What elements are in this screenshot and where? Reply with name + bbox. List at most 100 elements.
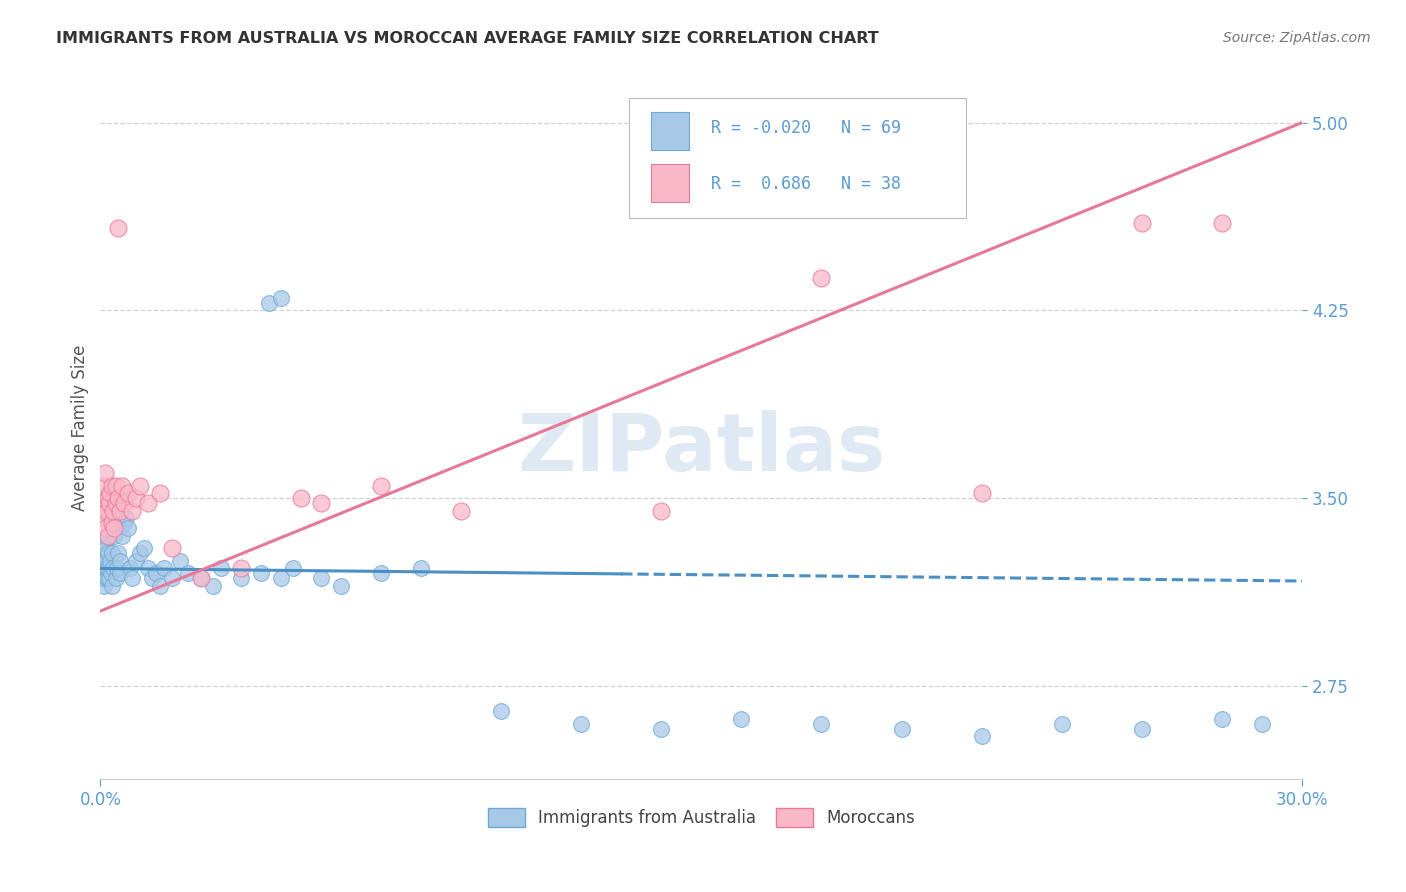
Point (190, 572, 212, 586)
Point (101, 561, 124, 575)
Point (94, 536, 117, 550)
Point (108, 566, 131, 581)
FancyBboxPatch shape (628, 98, 966, 218)
Point (1130, 722, 1153, 736)
Point (100, 516, 122, 531)
Point (970, 729, 993, 743)
Y-axis label: Average Family Size: Average Family Size (72, 345, 89, 511)
Point (111, 479, 134, 493)
Point (141, 572, 163, 586)
Point (105, 561, 128, 575)
Point (138, 496, 160, 510)
Point (810, 716, 832, 731)
Point (100, 566, 122, 581)
Point (569, 716, 592, 731)
Point (94, 566, 117, 581)
Point (810, 271, 832, 285)
Point (129, 546, 152, 560)
Point (730, 712, 752, 726)
Point (91, 504, 114, 518)
Point (105, 516, 128, 531)
Point (145, 566, 167, 581)
Point (134, 541, 156, 556)
Point (370, 479, 392, 493)
Point (209, 561, 232, 575)
Point (97, 529, 120, 543)
Point (125, 554, 148, 568)
Point (101, 479, 124, 493)
Point (120, 561, 142, 575)
Point (104, 572, 127, 586)
Bar (651, 112, 689, 151)
Point (93, 479, 115, 493)
Point (101, 504, 124, 518)
Point (650, 722, 672, 736)
Point (96, 561, 118, 575)
Point (153, 561, 176, 575)
Point (104, 496, 127, 510)
Point (98, 486, 121, 500)
Point (112, 516, 135, 531)
Point (125, 491, 148, 506)
Point (1211, 712, 1233, 726)
Text: Source: ZipAtlas.com: Source: ZipAtlas.com (1223, 31, 1371, 45)
Point (890, 722, 912, 736)
Point (270, 291, 292, 305)
Point (97, 561, 120, 575)
Point (91, 561, 114, 575)
Point (149, 579, 172, 593)
Point (138, 561, 160, 575)
Point (169, 554, 191, 568)
Point (290, 491, 312, 506)
Point (281, 561, 304, 575)
Point (91, 572, 114, 586)
Bar (651, 164, 689, 202)
Point (94, 572, 117, 586)
Point (101, 546, 124, 560)
Point (257, 296, 280, 310)
Point (249, 566, 271, 581)
Point (115, 511, 138, 525)
Point (450, 504, 472, 518)
Point (970, 486, 993, 500)
Text: R = -0.020   N = 69: R = -0.020 N = 69 (711, 119, 901, 137)
Legend: Immigrants from Australia, Moroccans: Immigrants from Australia, Moroccans (481, 801, 921, 834)
Point (1050, 716, 1073, 731)
Point (201, 579, 224, 593)
Point (229, 561, 252, 575)
Point (94, 467, 117, 481)
Point (117, 521, 139, 535)
Point (105, 479, 128, 493)
Point (98, 554, 121, 568)
Point (149, 486, 172, 500)
Point (107, 491, 129, 506)
Point (112, 496, 135, 510)
Point (94, 521, 117, 535)
Point (270, 572, 292, 586)
Point (110, 504, 132, 518)
Point (96, 572, 118, 586)
Point (329, 579, 352, 593)
Point (129, 479, 152, 493)
Point (110, 554, 132, 568)
Point (103, 529, 125, 543)
Point (97, 491, 120, 506)
Point (97, 546, 120, 560)
Point (1130, 216, 1153, 230)
Point (190, 572, 212, 586)
Point (103, 521, 125, 535)
Point (91, 491, 114, 506)
Text: IMMIGRANTS FROM AUSTRALIA VS MOROCCAN AVERAGE FAMILY SIZE CORRELATION CHART: IMMIGRANTS FROM AUSTRALIA VS MOROCCAN AV… (56, 31, 879, 46)
Point (489, 704, 512, 718)
Point (162, 541, 184, 556)
Point (121, 504, 143, 518)
Text: R =  0.686   N = 38: R = 0.686 N = 38 (711, 175, 901, 193)
Point (111, 529, 134, 543)
Point (93, 546, 115, 560)
Point (93, 511, 115, 525)
Point (370, 566, 392, 581)
Point (91, 541, 114, 556)
Point (650, 504, 672, 518)
Point (229, 572, 252, 586)
Point (309, 496, 332, 510)
